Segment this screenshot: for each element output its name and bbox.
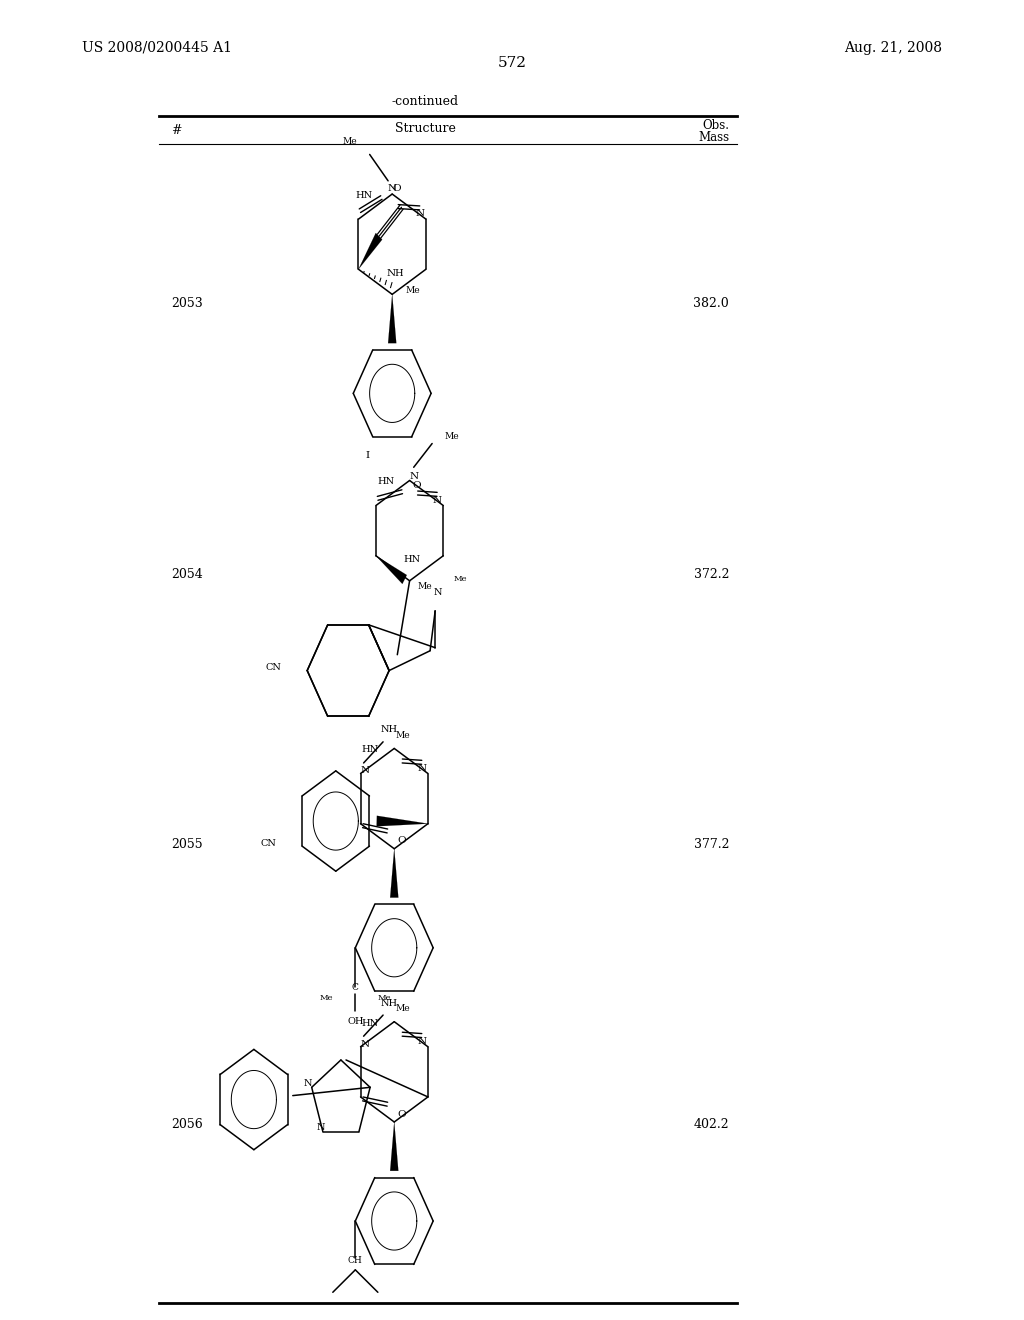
Text: Me: Me: [319, 994, 333, 1002]
Text: N: N: [316, 1123, 325, 1133]
Text: 377.2: 377.2: [693, 838, 729, 851]
Text: NH: NH: [381, 999, 397, 1007]
Polygon shape: [377, 816, 428, 826]
Text: HN: HN: [355, 191, 373, 199]
Text: N: N: [417, 1038, 426, 1045]
Text: C: C: [352, 983, 358, 991]
Text: O: O: [392, 185, 400, 193]
Text: N: N: [432, 496, 441, 504]
Text: -continued: -continued: [391, 95, 459, 108]
Text: OH: OH: [347, 1018, 364, 1026]
Text: O: O: [397, 1110, 406, 1118]
Text: HN: HN: [403, 556, 421, 564]
Text: N: N: [360, 767, 370, 775]
Text: 2053: 2053: [171, 297, 203, 310]
Text: HN: HN: [361, 1019, 379, 1027]
Polygon shape: [390, 849, 398, 898]
Text: N: N: [360, 1040, 370, 1048]
Text: O: O: [413, 482, 421, 490]
Text: N: N: [386, 269, 395, 277]
Text: Me: Me: [395, 1005, 410, 1012]
Text: Me: Me: [444, 433, 459, 441]
Polygon shape: [358, 234, 382, 269]
Text: Mass: Mass: [698, 131, 729, 144]
Text: 372.2: 372.2: [693, 568, 729, 581]
Text: 2055: 2055: [171, 838, 203, 851]
Text: Me: Me: [378, 994, 391, 1002]
Text: Me: Me: [343, 137, 357, 145]
Text: Obs.: Obs.: [702, 119, 729, 132]
Text: HN: HN: [361, 746, 379, 754]
Text: 572: 572: [498, 57, 526, 70]
Text: N: N: [417, 764, 426, 772]
Polygon shape: [390, 1122, 398, 1171]
Text: 2056: 2056: [171, 1118, 203, 1131]
Text: Me: Me: [454, 576, 467, 583]
Text: US 2008/0200445 A1: US 2008/0200445 A1: [82, 41, 231, 54]
Text: N: N: [415, 210, 424, 218]
Text: Me: Me: [395, 731, 410, 739]
Text: Aug. 21, 2008: Aug. 21, 2008: [844, 41, 942, 54]
Text: H: H: [394, 269, 403, 277]
Text: N: N: [434, 587, 442, 597]
Text: NH: NH: [381, 726, 397, 734]
Text: O: O: [397, 837, 406, 845]
Text: 2054: 2054: [171, 568, 203, 581]
Polygon shape: [388, 294, 396, 343]
Text: N: N: [410, 473, 418, 480]
Text: #: #: [171, 124, 181, 137]
Text: Me: Me: [406, 286, 420, 294]
Text: CN: CN: [260, 840, 276, 847]
Text: N: N: [388, 185, 396, 193]
Text: 382.0: 382.0: [693, 297, 729, 310]
Text: HN: HN: [377, 478, 394, 486]
Text: Me: Me: [418, 582, 432, 590]
Text: 402.2: 402.2: [693, 1118, 729, 1131]
Text: N: N: [303, 1078, 312, 1088]
Text: CN: CN: [265, 664, 282, 672]
Polygon shape: [376, 556, 407, 583]
Text: CH: CH: [348, 1257, 362, 1265]
Text: Structure: Structure: [394, 121, 456, 135]
Text: I: I: [366, 450, 370, 459]
